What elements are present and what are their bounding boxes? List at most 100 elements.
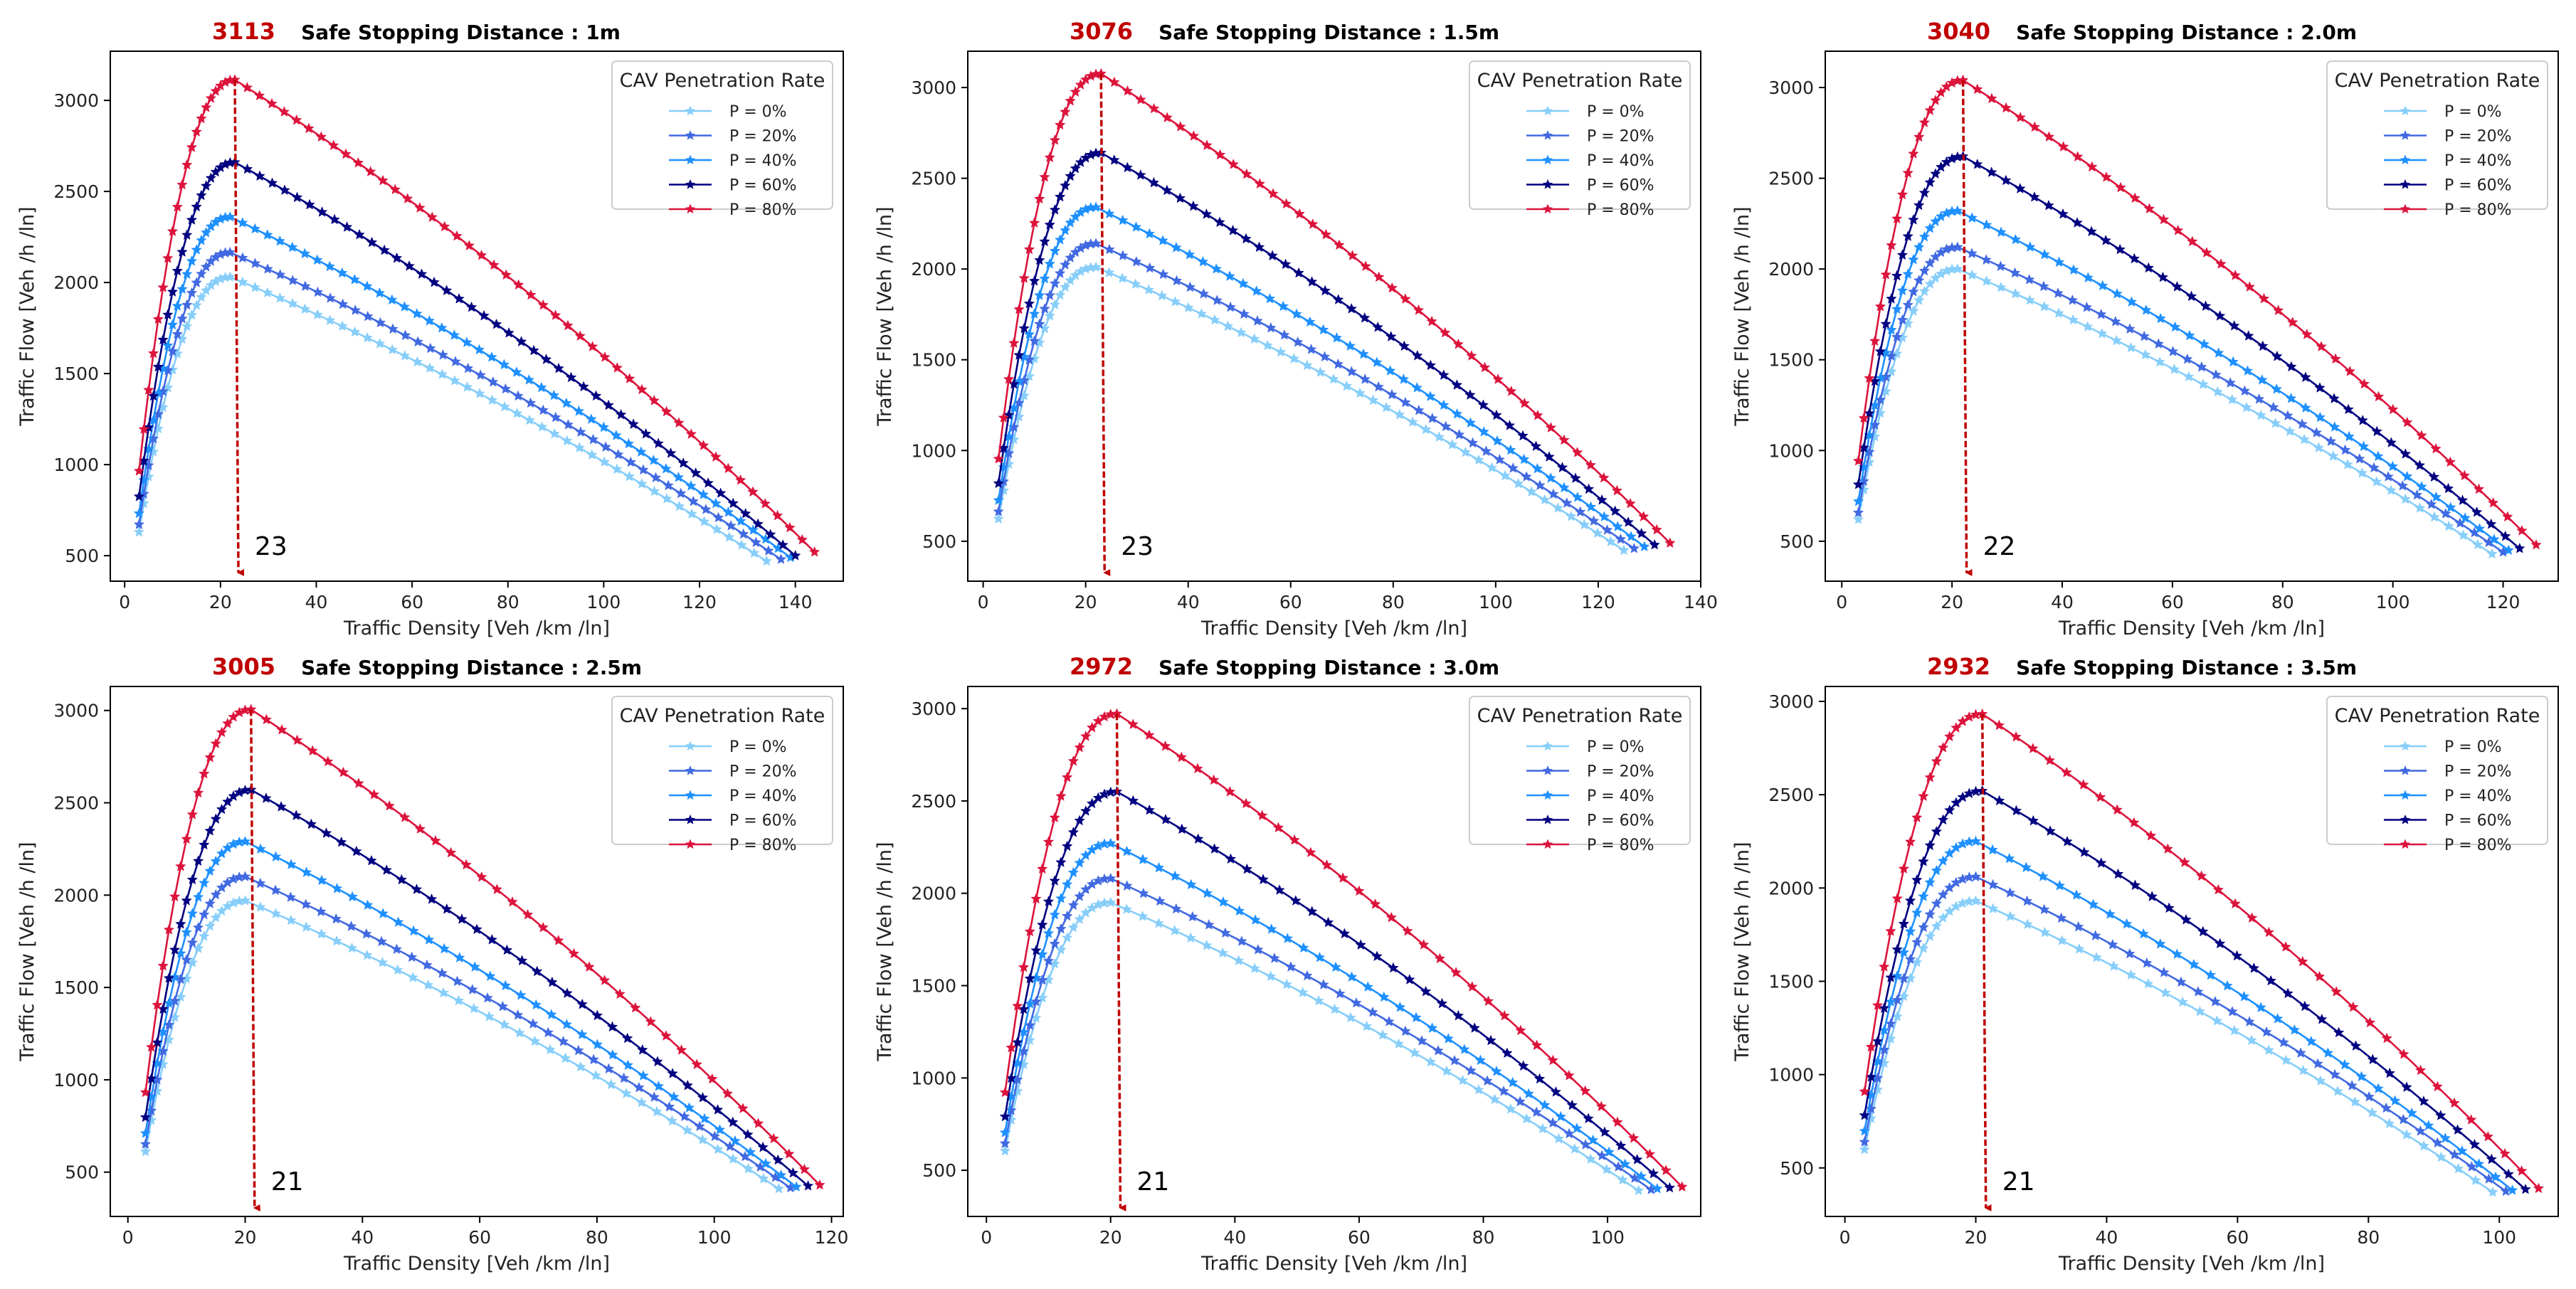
data-point (1485, 1034, 1496, 1046)
data-point (1585, 1153, 1597, 1165)
data-point (635, 1096, 648, 1108)
data-point (727, 497, 739, 509)
data-point (1129, 278, 1141, 290)
data-point (682, 1124, 693, 1135)
data-point (1217, 947, 1228, 958)
data-point (2367, 1054, 2379, 1065)
data-point (291, 191, 303, 203)
data-point (2364, 1017, 2376, 1028)
legend-entry: P = 20% (1587, 128, 1654, 146)
data-point (1187, 911, 1198, 922)
data-point (181, 229, 193, 240)
data-point (1039, 171, 1050, 182)
data-point (507, 896, 518, 907)
peak-flow-value: 2972 (1070, 653, 1133, 680)
legend-box (1469, 696, 1691, 845)
data-point (607, 1049, 618, 1060)
data-point (1385, 331, 1397, 341)
data-point (181, 268, 193, 280)
data-point (499, 401, 510, 412)
data-point (1055, 923, 1067, 934)
data-point (1049, 875, 1060, 886)
legend-swatch-marker (2400, 179, 2411, 189)
data-point (1411, 382, 1422, 393)
data-point (1478, 426, 1489, 437)
data-point (1441, 1065, 1452, 1076)
data-point (192, 787, 204, 798)
data-point (152, 361, 164, 372)
data-point (1372, 321, 1384, 332)
data-point (1465, 1065, 1477, 1076)
data-point (1135, 169, 1146, 180)
data-point (2516, 1165, 2528, 1176)
data-point (993, 494, 1004, 505)
legend-title: CAV Penetration Rate (2335, 70, 2540, 92)
legend-swatch-marker (685, 179, 696, 189)
data-point (1918, 921, 1929, 933)
series-p60 (1859, 785, 2531, 1194)
data-point (2038, 903, 2050, 915)
y-tick-label: 2000 (911, 884, 956, 904)
data-point (653, 1080, 665, 1091)
x-tick-label: 20 (1941, 592, 1963, 612)
data-point (1952, 241, 1963, 253)
data-point (210, 85, 221, 96)
series-p80 (1859, 708, 2545, 1194)
data-point (1412, 349, 1423, 361)
data-point (1898, 918, 1910, 929)
data-point (1188, 200, 1199, 211)
data-point (414, 823, 426, 834)
data-point (1565, 510, 1577, 521)
data-point (2210, 368, 2222, 380)
legend-entry: P = 40% (1587, 152, 1654, 170)
data-point (1061, 879, 1073, 889)
data-point (1980, 254, 1992, 265)
data-point (2039, 248, 2050, 260)
data-point (2038, 280, 2049, 292)
data-point (2201, 247, 2212, 258)
data-point (1028, 217, 1040, 228)
x-tick-label: 20 (1099, 1227, 1122, 1248)
data-point (1583, 1113, 1594, 1124)
data-point (590, 1070, 602, 1081)
data-point (722, 506, 734, 517)
data-point (1547, 1117, 1558, 1128)
data-point (2299, 1000, 2311, 1012)
data-point (1469, 1022, 1480, 1033)
data-point (1398, 373, 1410, 384)
data-point (1208, 843, 1220, 854)
data-point (1609, 505, 1621, 516)
data-point (727, 1153, 739, 1164)
data-point (2342, 458, 2353, 470)
data-point (1306, 906, 1318, 917)
data-point (625, 456, 637, 467)
data-point (1240, 797, 1252, 809)
data-point (2009, 267, 2021, 278)
data-point (361, 331, 373, 343)
data-point (1117, 214, 1129, 226)
data-point (1039, 272, 1050, 284)
data-point (2155, 312, 2166, 324)
data-point (1918, 230, 1931, 242)
data-point (1018, 322, 1030, 334)
data-point (2457, 529, 2469, 541)
data-point (216, 803, 228, 815)
data-point (305, 818, 317, 829)
data-point (2449, 1149, 2461, 1160)
data-point (637, 1044, 648, 1055)
data-point (1459, 1044, 1470, 1054)
data-point (2200, 300, 2212, 312)
y-tick-label: 1500 (911, 976, 956, 997)
y-axis-label: Traffic Flow [Veh /h /ln] (16, 842, 38, 1061)
data-point (1869, 335, 1881, 346)
data-point (2474, 523, 2486, 534)
data-point (204, 920, 216, 931)
data-point (685, 428, 697, 439)
data-point (210, 738, 222, 749)
legend-swatch-marker (2400, 130, 2411, 140)
data-point (665, 447, 677, 458)
data-point (171, 300, 184, 311)
data-point (199, 930, 210, 941)
data-point (216, 847, 228, 859)
